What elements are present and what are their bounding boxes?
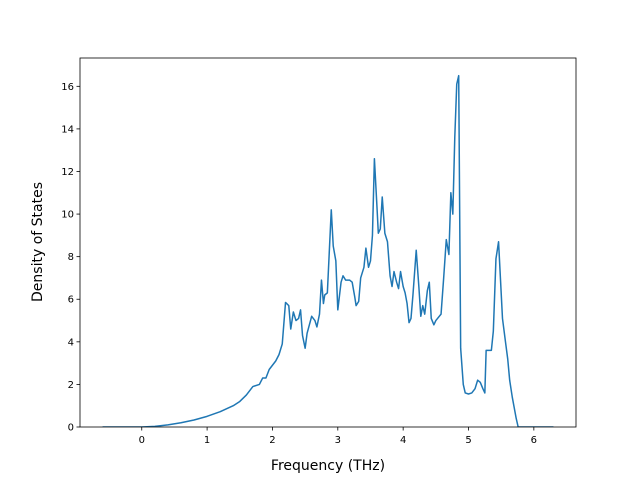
x-tick-label: 3 [335, 435, 341, 446]
y-tick-label: 4 [68, 337, 74, 348]
x-tick-label: 0 [139, 435, 145, 446]
y-tick-label: 14 [61, 124, 74, 135]
y-tick-label: 8 [68, 252, 74, 263]
y-tick-label: 0 [68, 423, 74, 434]
x-tick-label: 2 [269, 435, 275, 446]
y-tick-label: 16 [61, 82, 74, 93]
y-axis-label: Density of States [30, 182, 46, 302]
line [102, 74, 554, 427]
axes-frame [79, 57, 577, 428]
x-tick-label: 4 [400, 435, 406, 446]
x-tick-label: 1 [204, 435, 210, 446]
x-tick-label: 5 [465, 435, 471, 446]
x-axis-label: Frequency (THz) [271, 458, 385, 474]
plot-area [102, 74, 554, 427]
x-tick-label: 6 [531, 435, 537, 446]
y-tick-label: 2 [68, 380, 74, 391]
y-tick-label: 12 [61, 167, 74, 178]
y-tick-label: 6 [68, 295, 74, 306]
y-tick-label: 10 [61, 210, 74, 221]
